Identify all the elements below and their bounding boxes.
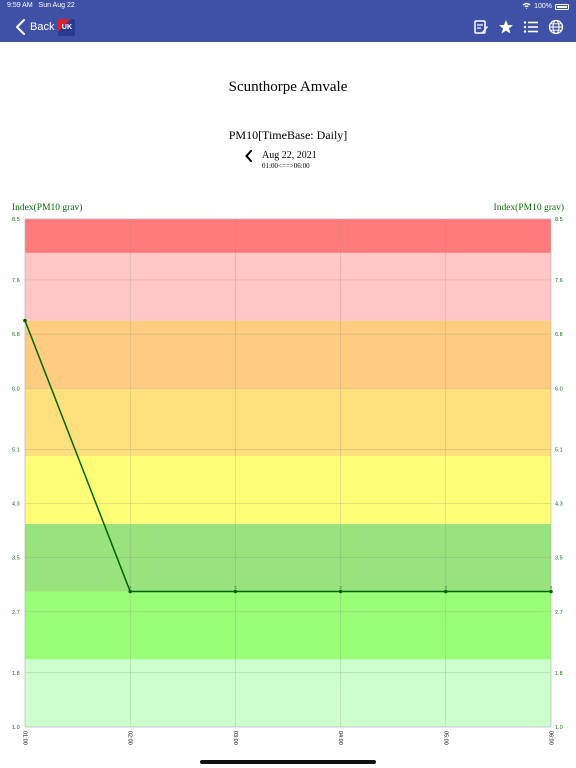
y-tick-label-left: 1.8 <box>12 671 20 677</box>
status-indicators: 100% <box>522 2 569 11</box>
data-point <box>549 589 553 594</box>
y-tick-label-left: 7.6 <box>12 278 20 284</box>
wifi-icon <box>522 2 531 11</box>
pm10-index-chart: 1.0 1.0 1.8 1.8 2.7 2.7 3.5 3.5 4.3 4.3 5.1 5.1 6.0 6… <box>12 217 563 745</box>
list-icon[interactable] <box>523 19 539 35</box>
y-tick-label-left: 5.1 <box>12 447 20 453</box>
status-bar: 9:59 AM Sun Aug 22 100% <box>0 0 576 13</box>
y-axis-title-right: Index(PM10 grav) <box>493 203 564 213</box>
battery-icon <box>555 3 569 10</box>
navigation-bar: Back UK <box>0 13 576 42</box>
y-tick-label-right: 3.5 <box>555 556 563 562</box>
data-point <box>128 589 132 594</box>
star-icon[interactable] <box>498 19 514 35</box>
status-time: 9:59 AM <box>7 2 33 9</box>
series-line <box>24 320 551 593</box>
data-point <box>444 589 448 594</box>
data-label: 3 <box>129 585 132 590</box>
uk-air-logo: UK <box>58 18 76 36</box>
data-point <box>338 589 343 594</box>
x-tick-label: 03:00 <box>232 731 238 745</box>
nav-actions <box>473 19 564 35</box>
date-label: Aug 22, 2021 <box>262 150 317 161</box>
plot-area-border <box>24 218 552 728</box>
status-date: Sun Aug 22 <box>38 2 75 9</box>
home-indicator <box>200 760 376 764</box>
y-tick-label-left: 1.0 <box>12 725 20 731</box>
y-tick-label-right: 1.8 <box>555 671 563 677</box>
y-tick-label-right: 5.1 <box>555 447 563 453</box>
y-tick-label-right: 8.5 <box>555 217 563 223</box>
x-tick-label: 04:00 <box>337 731 343 745</box>
data-point <box>233 589 238 594</box>
back-label: Back <box>30 21 55 33</box>
data-label: 3 <box>339 585 342 590</box>
y-tick-label-right: 4.3 <box>555 501 563 507</box>
back-button[interactable]: Back UK <box>14 18 76 36</box>
y-tick-label-left: 2.7 <box>12 610 20 616</box>
data-point <box>23 318 27 323</box>
edit-note-icon[interactable] <box>473 19 489 35</box>
y-tick-label-right: 6.8 <box>555 332 563 338</box>
x-tick-label: 05:00 <box>442 731 448 745</box>
chevron-left-icon <box>16 19 25 35</box>
y-tick-label-left: 3.5 <box>12 556 20 562</box>
y-tick-label-left: 6.0 <box>12 386 20 392</box>
uk-logo-text: UK <box>61 23 73 31</box>
data-label: 3 <box>445 585 448 590</box>
index-band <box>25 388 551 457</box>
previous-date-arrow-icon[interactable] <box>244 150 254 162</box>
y-axis-title-left: Index(PM10 grav) <box>12 203 83 213</box>
index-band <box>25 591 551 660</box>
index-band <box>25 219 551 253</box>
x-tick-label: 02:00 <box>127 731 133 745</box>
y-tick-label-right: 6.0 <box>555 386 563 392</box>
y-tick-label-right: 1.0 <box>555 725 563 731</box>
pollutant-subtitle: PM10[TimeBase: Daily] <box>228 128 348 142</box>
globe-icon[interactable] <box>548 19 564 35</box>
y-tick-label-left: 6.8 <box>12 332 20 338</box>
y-tick-label-right: 7.6 <box>555 278 563 284</box>
index-band <box>25 456 551 524</box>
data-label: 3 <box>234 585 237 590</box>
station-title: Scunthorpe Amvale <box>228 79 348 95</box>
y-tick-label-left: 4.3 <box>12 501 20 507</box>
index-band <box>25 252 551 321</box>
x-tick-label: 01:00 <box>22 731 28 745</box>
time-range-label: 01:00<==>06:00 <box>262 162 310 170</box>
x-tick-label: 06:00 <box>548 731 554 745</box>
index-band <box>25 659 551 727</box>
index-band <box>25 320 551 389</box>
y-tick-label-right: 2.7 <box>555 610 563 616</box>
y-tick-label-left: 8.5 <box>12 217 20 223</box>
battery-percent: 100% <box>534 3 552 10</box>
data-label: 3 <box>550 585 553 590</box>
status-time-date: 9:59 AM Sun Aug 22 <box>7 2 75 9</box>
